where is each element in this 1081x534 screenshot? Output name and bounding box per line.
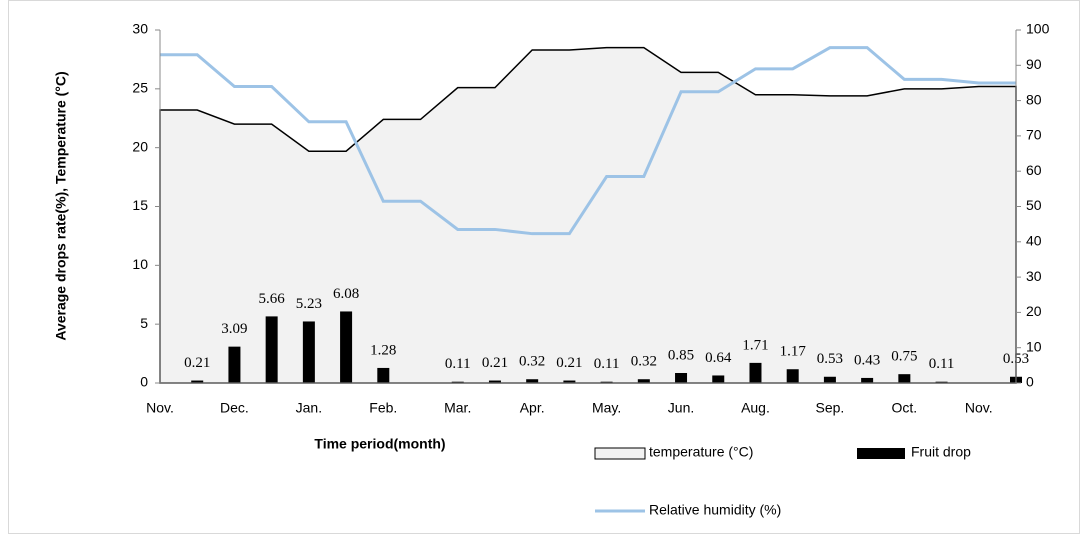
bar-value-label: 6.08 [333,286,359,302]
bar [600,381,613,383]
bar [637,379,650,383]
legend-swatch [857,448,905,459]
x-tick-label: Sep. [816,400,845,416]
bar [526,379,539,383]
y-tick-label: 0 [140,374,148,390]
bar [861,377,874,383]
bar [898,374,911,383]
bar [377,367,390,383]
y2-tick-label: 90 [1026,56,1042,72]
bar [488,380,501,383]
y2-tick-label: 50 [1026,197,1042,213]
y2-tick-label: 0 [1026,374,1034,390]
bar-value-label: 1.71 [742,337,768,353]
bar-value-label: 0.32 [519,354,545,370]
x-tick-label: Apr. [520,400,545,416]
bar-value-label: 5.66 [259,291,286,307]
x-tick-label: Jun. [668,400,694,416]
x-tick-label: Feb. [369,400,397,416]
x-tick-label: Dec. [220,400,249,416]
bar [749,362,762,383]
legend-label: temperature (°C) [649,444,753,460]
bar [302,321,315,383]
bar-value-label: 0.21 [556,355,582,371]
y2-tick-label: 60 [1026,162,1042,178]
bar-value-label: 0.11 [594,356,620,372]
bar-value-label: 0.21 [482,355,508,371]
y-tick-label: 25 [132,80,148,96]
y-tick-label: 10 [132,256,148,272]
bar [265,316,278,383]
bar-value-label: 0.85 [668,347,694,363]
bar [712,375,725,383]
y2-tick-label: 40 [1026,233,1042,249]
y-tick-label: 15 [132,197,148,213]
humidity-line [160,46,1016,236]
y-tick-label: 20 [132,138,148,154]
y2-tick-label: 80 [1026,91,1042,107]
y2-tick-label: 30 [1026,268,1042,284]
x-tick-label: Nov. [965,400,993,416]
bar [823,376,836,383]
x-axis-title: Time period(month) [314,436,445,452]
bar-value-label: 0.53 [817,351,843,367]
bar-value-label: 0.21 [184,355,210,371]
bar [228,346,241,383]
bar-value-label: 0.43 [854,352,880,368]
bar [340,311,353,383]
bar-value-label: 0.11 [929,356,955,372]
y2-tick-label: 20 [1026,303,1042,319]
bar-value-label: 0.75 [891,349,917,365]
legend-label: Fruit drop [911,444,971,460]
x-tick-label: May. [592,400,621,416]
y2-tick-label: 100 [1026,21,1050,37]
bar-value-label: 0.32 [631,354,657,370]
bar-value-label: 0.64 [705,350,732,366]
bar [451,381,464,383]
bar [675,372,688,383]
bar [191,380,204,383]
temperature-area [159,46,1017,384]
bar [935,381,948,383]
x-tick-label: Aug. [741,400,770,416]
x-tick-label: Oct. [892,400,918,416]
bar-value-label: 1.28 [370,342,396,358]
bar-value-label: 3.09 [221,321,247,337]
bar-value-label: 0.11 [445,356,471,372]
bar [563,380,576,383]
y-tick-label: 5 [140,315,148,331]
x-tick-label: Nov. [146,400,174,416]
x-tick-label: Mar. [444,400,471,416]
x-tick-label: Jan. [296,400,322,416]
bar [786,369,799,383]
y2-tick-label: 70 [1026,127,1042,143]
bar-value-label: 1.17 [780,344,807,360]
legend-label: Relative humidity (%) [649,502,781,518]
y2-tick-label: 10 [1026,338,1042,354]
y-tick-label: 30 [132,21,148,37]
bar-value-label: 5.23 [296,296,322,312]
y-axis-title: Average drops rate(%), Temperature (°C) [53,71,69,340]
legend-swatch [594,447,646,460]
